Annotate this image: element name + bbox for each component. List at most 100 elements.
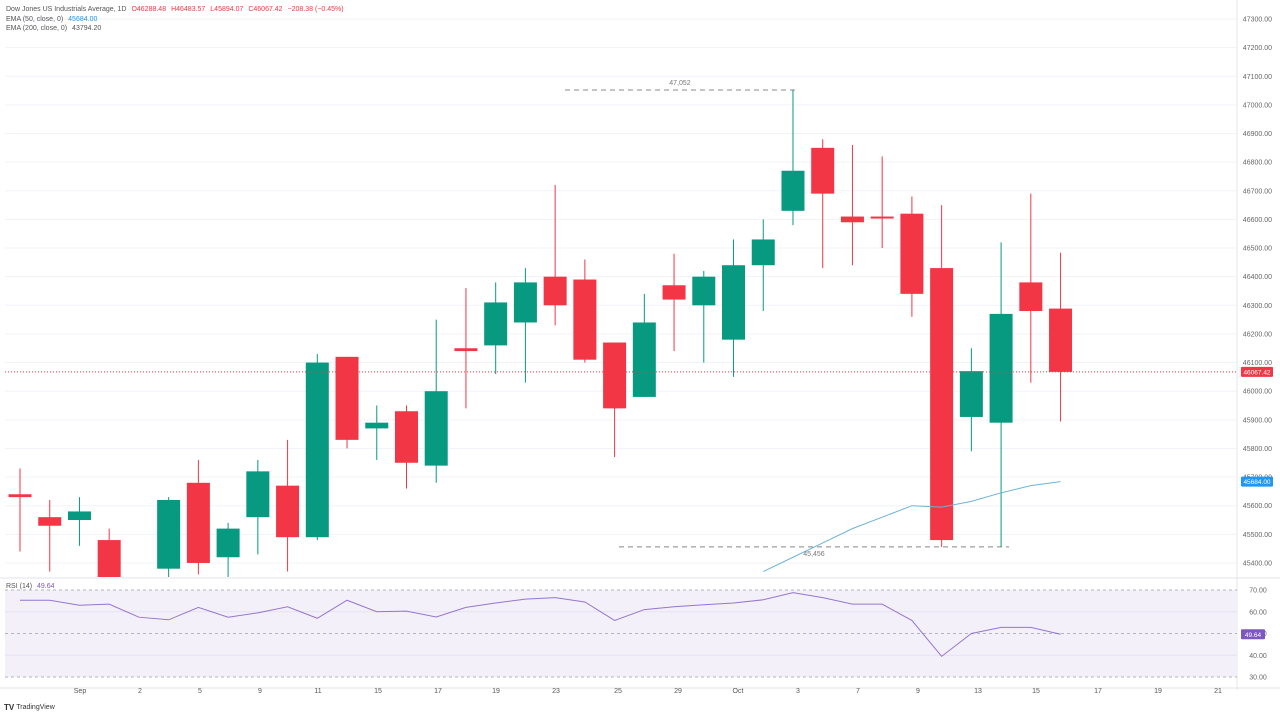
price-tick-label: 46700.00 [1243, 188, 1272, 195]
bearish-candle[interactable] [454, 348, 478, 352]
bullish-candle[interactable] [692, 276, 716, 306]
open-value: O46288.48 [131, 6, 167, 13]
bullish-candle[interactable] [67, 511, 91, 521]
bullish-candle[interactable] [751, 239, 775, 266]
ema200-legend: EMA (200, close, 0) 43794.20 [6, 24, 101, 33]
rsi-tick-label: 30.00 [1249, 675, 1267, 682]
low-value: L45894.07 [210, 6, 244, 13]
high-value: H46483.57 [171, 6, 206, 13]
time-tick-label: 25 [614, 688, 622, 695]
price-tick-label: 47000.00 [1243, 102, 1272, 109]
bullish-candle[interactable] [157, 499, 181, 569]
ema50-legend: EMA (50, close, 0) 45684.00 [6, 15, 97, 24]
change-value: −208.38 (−0.45%) [287, 6, 344, 13]
price-tick-label: 46100.00 [1243, 360, 1272, 367]
time-tick-label: 23 [552, 688, 560, 695]
ema50-label: EMA (50, close, 0) [6, 16, 64, 23]
bullish-candle[interactable] [513, 282, 537, 323]
price-tick-label: 45500.00 [1243, 532, 1272, 539]
price-tick-label: 46200.00 [1243, 331, 1272, 338]
bearish-candle[interactable] [543, 276, 567, 306]
bullish-candle[interactable] [424, 391, 448, 466]
rsi-tick-label: 60.00 [1249, 609, 1267, 616]
bullish-candle[interactable] [305, 362, 329, 538]
low-marker-label: 45,456 [803, 551, 825, 558]
bearish-candle[interactable] [930, 268, 954, 541]
price-tick-label: 46600.00 [1243, 217, 1272, 224]
ema50-badge [1241, 476, 1273, 487]
price-tick-label: 45900.00 [1243, 417, 1272, 424]
price-tick-label: 46800.00 [1243, 160, 1272, 167]
high-marker-label: 47,052 [669, 80, 691, 87]
time-tick-label: 29 [674, 688, 682, 695]
bearish-candle[interactable] [335, 356, 359, 440]
bullish-candle[interactable] [781, 170, 805, 211]
rsi-tick-label: 40.00 [1249, 653, 1267, 660]
bearish-candle[interactable] [276, 485, 300, 538]
candles-group [8, 89, 1073, 620]
tradingview-logo-icon: TV [4, 703, 15, 712]
time-tick-label: 17 [434, 688, 442, 695]
time-tick-label: 17 [1094, 688, 1102, 695]
bearish-candle[interactable] [38, 517, 62, 526]
bullish-candle[interactable] [722, 265, 746, 340]
ema50-axis-label: 45684.00 [1243, 479, 1270, 486]
rsi-band [5, 590, 1237, 677]
rsi-axis-label: 49.64 [1245, 632, 1262, 639]
rsi-legend: RSI (14) 49.64 [6, 582, 55, 591]
bearish-candle[interactable] [1049, 308, 1073, 372]
time-tick-label: Oct [733, 688, 744, 695]
price-tick-label: 46300.00 [1243, 303, 1272, 310]
time-tick-label: 21 [1214, 688, 1222, 695]
price-tick-label: 45600.00 [1243, 503, 1272, 510]
rsi-value: 49.64 [37, 583, 55, 590]
bearish-candle[interactable] [870, 216, 894, 219]
bullish-candle[interactable] [246, 471, 270, 518]
symbol-title: Dow Jones US Industrials Average, 1D [6, 6, 127, 13]
time-tick-label: 5 [198, 688, 202, 695]
bullish-candle[interactable] [484, 302, 508, 346]
bearish-candle[interactable] [662, 285, 686, 300]
last-price-label: 46067.42 [1243, 369, 1270, 376]
bearish-candle[interactable] [394, 411, 418, 463]
bullish-candle[interactable] [632, 322, 656, 397]
price-tick-label: 46000.00 [1243, 389, 1272, 396]
time-tick-label: 11 [314, 688, 321, 695]
time-tick-label: 3 [796, 688, 800, 695]
time-tick-label: 15 [1032, 688, 1040, 695]
tradingview-name: TradingView [16, 704, 55, 711]
time-tick-label: 7 [856, 688, 860, 695]
time-tick-label: Sep [74, 688, 87, 695]
close-value: C46067.42 [248, 6, 283, 13]
bearish-candle[interactable] [1019, 282, 1043, 312]
bearish-candle[interactable] [97, 540, 121, 620]
rsi-tick-label: 70.00 [1249, 588, 1267, 595]
bearish-candle[interactable] [186, 482, 210, 563]
tradingview-branding[interactable]: TV TradingView [4, 703, 55, 712]
price-tick-label: 47100.00 [1243, 74, 1272, 81]
last-price-badge [1241, 366, 1273, 377]
symbol-legend: Dow Jones US Industrials Average, 1D O46… [6, 5, 344, 14]
bullish-candle[interactable] [365, 422, 389, 429]
price-tick-label: 47200.00 [1243, 45, 1272, 52]
ema50-line [763, 481, 1061, 573]
price-tick-label: 45400.00 [1243, 560, 1272, 567]
price-tick-label: 45800.00 [1243, 446, 1272, 453]
time-tick-label: 13 [974, 688, 982, 695]
ema200-value: 43794.20 [72, 25, 102, 32]
ema50-value: 45684.00 [68, 16, 98, 23]
bullish-candle[interactable] [216, 528, 240, 558]
bullish-candle[interactable] [989, 313, 1013, 423]
price-tick-label: 46500.00 [1243, 246, 1272, 253]
price-tick-label: 46400.00 [1243, 274, 1272, 281]
price-tick-label: 47300.00 [1243, 17, 1272, 24]
bullish-candle[interactable] [959, 371, 983, 417]
bearish-candle[interactable] [900, 213, 924, 294]
bearish-candle[interactable] [811, 147, 835, 194]
time-tick-label: 19 [1154, 688, 1162, 695]
bearish-candle[interactable] [840, 216, 864, 223]
bearish-candle[interactable] [603, 342, 627, 409]
bearish-candle[interactable] [8, 494, 32, 498]
bearish-candle[interactable] [573, 279, 597, 360]
